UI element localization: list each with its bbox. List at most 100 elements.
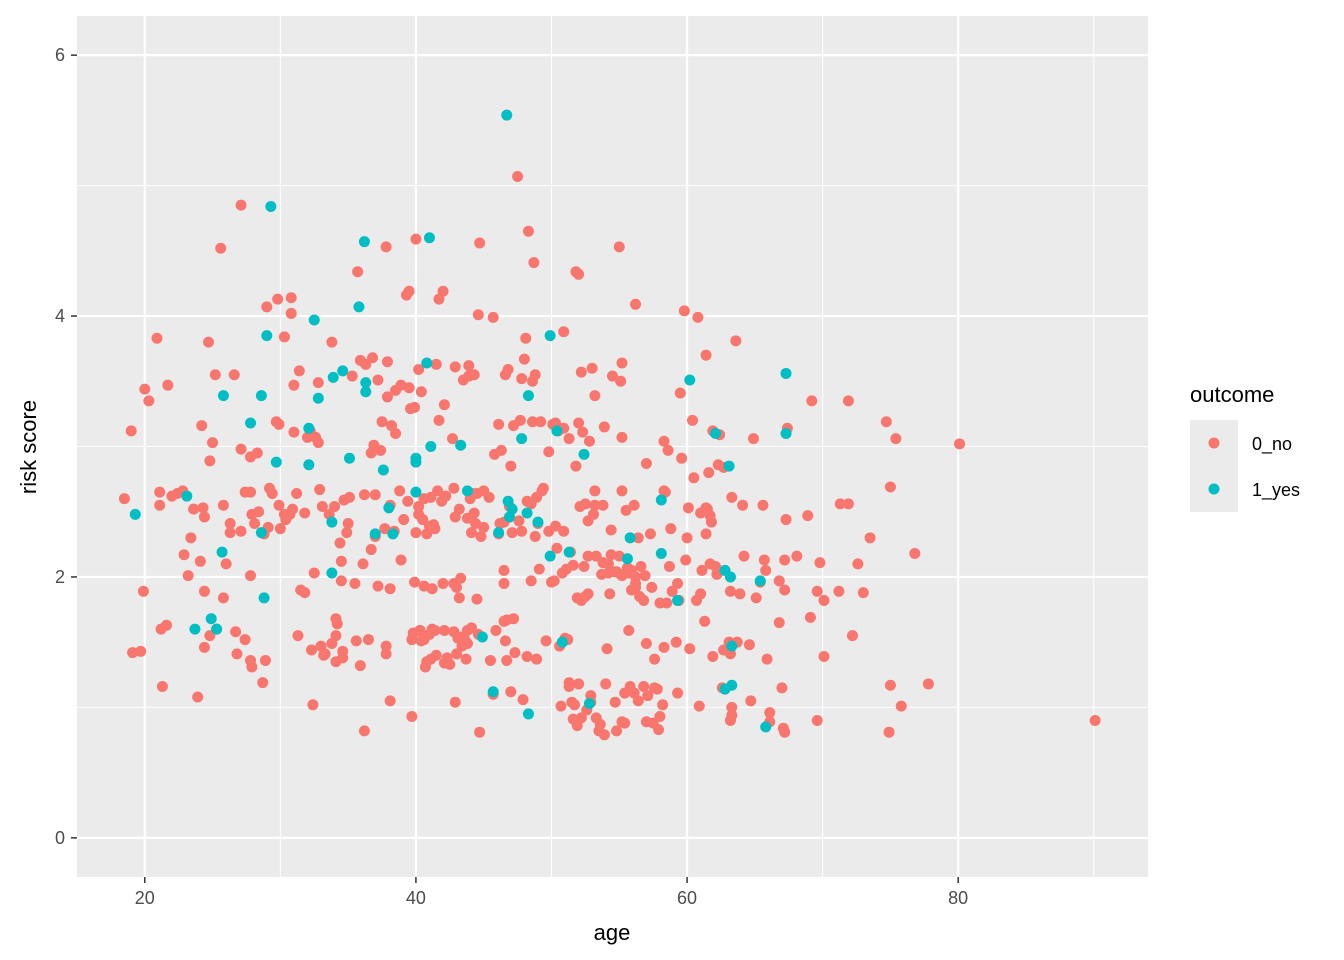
point-0-no <box>852 558 864 570</box>
point-1-yes <box>410 456 422 468</box>
point-0-no <box>312 377 324 389</box>
point-0-no <box>285 307 297 319</box>
point-0-no <box>589 390 601 402</box>
point-0-no <box>589 499 601 511</box>
point-0-no <box>341 527 353 539</box>
point-0-no <box>611 725 623 737</box>
point-0-no <box>299 587 311 599</box>
point-0-no <box>818 594 830 606</box>
point-0-no <box>257 677 269 689</box>
point-0-no <box>261 301 273 313</box>
point-1-yes <box>360 386 372 398</box>
point-0-no <box>644 528 656 540</box>
point-0-no <box>415 386 427 398</box>
point-0-no <box>804 611 816 623</box>
point-1-yes <box>780 367 792 379</box>
point-0-no <box>551 542 563 554</box>
point-0-no <box>453 503 465 515</box>
point-0-no <box>362 634 374 646</box>
point-1-yes <box>312 392 324 404</box>
point-0-no <box>764 707 776 719</box>
point-0-no <box>197 502 209 514</box>
point-0-no <box>743 639 755 651</box>
point-0-no <box>773 617 785 629</box>
point-0-no <box>780 514 792 526</box>
point-0-no <box>693 700 705 712</box>
point-0-no <box>483 491 495 503</box>
point-1-yes <box>461 485 473 497</box>
point-0-no <box>569 699 581 711</box>
point-0-no <box>381 356 393 368</box>
y-tick-label: 2 <box>55 567 65 587</box>
point-0-no <box>194 555 206 567</box>
point-0-no <box>558 326 570 338</box>
point-0-no <box>609 696 621 708</box>
point-0-no <box>508 613 520 625</box>
legend-marker-1-yes <box>1208 483 1220 495</box>
point-0-no <box>802 510 814 522</box>
point-0-no <box>529 369 541 381</box>
point-0-no <box>403 285 415 297</box>
point-0-no <box>468 369 480 381</box>
point-0-no <box>288 379 300 391</box>
point-0-no <box>806 395 818 407</box>
point-0-no <box>287 503 299 515</box>
point-0-no <box>520 332 532 344</box>
point-0-no <box>413 364 425 376</box>
point-0-no <box>192 691 204 703</box>
point-0-no <box>522 225 534 237</box>
point-0-no <box>761 653 773 665</box>
point-0-no <box>352 266 364 278</box>
y-tick-label: 4 <box>55 306 65 326</box>
point-0-no <box>954 438 966 450</box>
point-0-no <box>730 335 742 347</box>
point-0-no <box>198 641 210 653</box>
point-0-no <box>518 353 530 365</box>
point-0-no <box>403 382 415 394</box>
point-0-no <box>220 558 232 570</box>
point-1-yes <box>723 460 735 472</box>
point-0-no <box>239 634 251 646</box>
point-0-no <box>349 577 361 589</box>
point-0-no <box>895 700 907 712</box>
point-0-no <box>682 502 694 514</box>
point-0-no <box>681 532 693 544</box>
point-1-yes <box>726 679 738 691</box>
point-0-no <box>890 433 902 445</box>
point-0-no <box>537 482 549 494</box>
point-0-no <box>398 514 410 526</box>
point-0-no <box>846 630 858 642</box>
point-0-no <box>437 577 449 589</box>
point-0-no <box>663 561 675 573</box>
point-1-yes <box>425 441 437 452</box>
point-0-no <box>449 361 461 373</box>
point-0-no <box>535 416 547 428</box>
point-0-no <box>773 575 785 587</box>
point-1-yes <box>217 390 229 402</box>
point-1-yes <box>544 330 556 342</box>
point-0-no <box>365 544 377 556</box>
point-0-no <box>228 369 240 381</box>
point-1-yes <box>506 503 518 515</box>
point-0-no <box>335 575 347 587</box>
point-0-no <box>640 637 652 649</box>
point-0-no <box>143 395 155 407</box>
point-0-no <box>734 588 746 600</box>
point-0-no <box>505 460 517 472</box>
point-0-no <box>369 489 381 501</box>
point-0-no <box>343 491 355 503</box>
point-0-no <box>834 498 846 510</box>
y-axis-ticks: 0 2 4 6 <box>55 45 77 848</box>
point-1-yes <box>265 200 277 212</box>
point-1-yes <box>181 490 193 502</box>
point-0-no <box>154 486 166 498</box>
point-1-yes <box>710 427 722 439</box>
point-0-no <box>703 467 715 479</box>
point-1-yes <box>303 422 315 434</box>
point-0-no <box>623 624 635 636</box>
point-0-no <box>471 593 483 605</box>
point-0-no <box>390 427 402 439</box>
point-0-no <box>779 584 791 596</box>
point-0-no <box>438 399 450 411</box>
point-1-yes <box>421 357 433 369</box>
